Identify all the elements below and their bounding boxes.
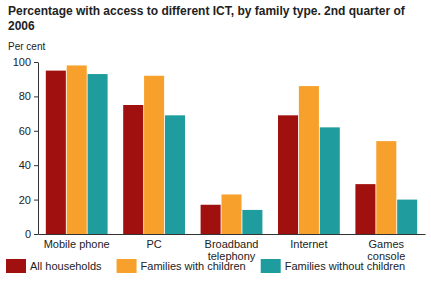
y-tick-label: 20 <box>19 194 31 206</box>
legend-item: All households <box>6 259 102 273</box>
x-tick: PC <box>146 234 161 250</box>
y-tick-label: 40 <box>19 159 31 171</box>
y-tick: 40 <box>19 159 38 171</box>
bar <box>397 200 417 234</box>
y-tick: 20 <box>19 194 38 206</box>
bar <box>46 71 66 234</box>
y-tick-mark <box>34 131 38 132</box>
y-tick-mark <box>34 200 38 201</box>
y-tick: 80 <box>19 90 38 102</box>
bars <box>46 65 417 234</box>
legend-swatch <box>117 259 137 273</box>
x-tick-label: PC <box>146 238 161 250</box>
y-tick-mark <box>34 165 38 166</box>
bar <box>201 205 221 234</box>
y-tick-label: 80 <box>19 90 31 102</box>
bar <box>242 210 262 234</box>
bar <box>165 115 185 234</box>
bar <box>278 115 298 234</box>
x-tick-label: Mobile phone <box>44 238 110 250</box>
x-tick-label: Internet <box>290 238 327 250</box>
bar <box>88 74 108 234</box>
bar <box>144 76 164 234</box>
x-tick: Broadbandtelephony <box>205 234 259 262</box>
legend-label: Families without children <box>285 260 405 272</box>
bar <box>123 105 143 234</box>
bar <box>355 184 375 234</box>
x-tick: Mobile phone <box>44 234 110 250</box>
y-tick: 60 <box>19 125 38 137</box>
y-axis: 0 20 40 60 80 100 <box>13 56 39 240</box>
y-tick-label: 100 <box>13 56 31 68</box>
x-tick-label: Broadbandtelephony <box>205 238 259 262</box>
y-tick-label: 60 <box>19 125 31 137</box>
x-axis: Mobile phone PC Broadbandtelephony Internet… <box>39 234 426 262</box>
x-tick: Gamesconsole <box>367 234 405 262</box>
bar <box>299 86 319 234</box>
title: Percentage with access to different ICT,… <box>8 4 406 33</box>
x-tick: Internet <box>290 234 327 250</box>
legend: All households Families with children Fami… <box>6 259 405 273</box>
y-tick-mark <box>34 62 38 63</box>
y-tick-label: 0 <box>25 228 31 240</box>
bar <box>221 194 241 234</box>
x-axis-line <box>39 234 426 235</box>
bar <box>320 127 340 234</box>
legend-label: Families with children <box>141 260 246 272</box>
legend-label: All households <box>30 260 102 272</box>
y-tick-mark <box>34 234 38 235</box>
y-tick: 100 <box>13 56 38 68</box>
y-axis-title: Per cent <box>8 41 45 52</box>
legend-swatch <box>261 259 281 273</box>
x-tick-label: Gamesconsole <box>367 238 405 262</box>
legend-item: Families with children <box>117 259 246 273</box>
bar <box>67 65 87 234</box>
y-axis-line <box>38 63 39 235</box>
legend-item: Families without children <box>261 259 405 273</box>
y-tick-mark <box>34 96 38 97</box>
legend-swatch <box>6 259 26 273</box>
bar <box>376 141 396 234</box>
y-tick: 0 <box>25 228 38 240</box>
